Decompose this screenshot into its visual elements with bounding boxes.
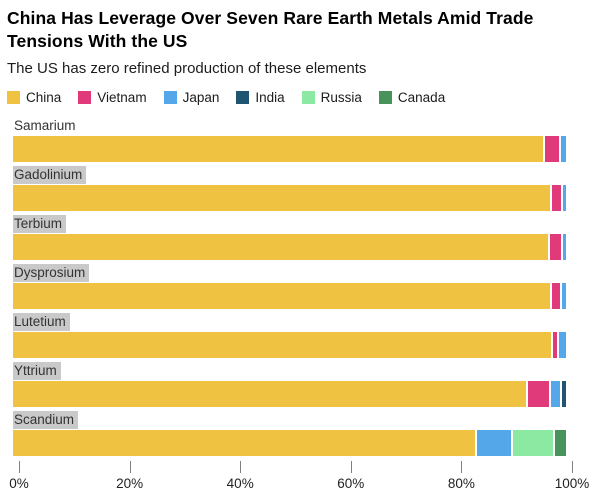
bar-segment-vietnam — [553, 332, 558, 359]
bar-segment-japan — [562, 283, 566, 310]
bar-segment-japan — [559, 332, 566, 359]
legend-item-russia: Russia — [301, 90, 362, 106]
bar-segment-vietnam — [550, 234, 562, 261]
chart-row: Dysprosium — [13, 264, 592, 310]
bar — [13, 332, 566, 359]
bar-segment-japan — [560, 136, 566, 163]
bar-segment-japan — [563, 185, 566, 212]
bar — [13, 283, 566, 310]
legend-label: Vietnam — [97, 90, 147, 106]
bar-label: Dysprosium — [13, 264, 90, 283]
bar — [13, 381, 566, 408]
x-tick-mark — [572, 461, 573, 474]
bar-segment-vietnam — [528, 381, 550, 408]
bar-segment-japan — [563, 234, 567, 261]
legend-item-china: China — [7, 90, 61, 105]
bar — [13, 136, 566, 163]
x-tick-mark — [19, 461, 20, 474]
bar — [13, 234, 567, 261]
bar-segment-vietnam — [544, 136, 559, 163]
legend-swatch-icon — [301, 91, 315, 105]
legend-swatch-icon — [163, 91, 177, 105]
bar-label: Terbium — [13, 215, 67, 234]
bar-segment-china — [13, 234, 549, 261]
legend-item-india: India — [236, 90, 285, 106]
page-title: China Has Leverage Over Seven Rare Earth… — [7, 8, 534, 52]
bar-label: Samarium — [14, 118, 76, 134]
x-tick-mark — [350, 461, 352, 474]
legend-swatch-icon — [378, 91, 392, 105]
legend-label: India — [255, 90, 285, 106]
legend-swatch-icon — [78, 91, 92, 105]
bar-segment-china — [13, 136, 543, 163]
x-tick-mark — [129, 461, 131, 474]
chart-row: Samarium — [13, 117, 592, 163]
chart-row: Gadolinium — [13, 166, 592, 212]
chart-row: Terbium — [13, 215, 592, 261]
x-axis: 0% 20% 40% 60% 80% 100% — [9, 460, 589, 494]
bar-label: Scandium — [13, 411, 79, 430]
bar-segment-china — [13, 185, 550, 212]
bar-label: Lutetium — [13, 313, 70, 332]
legend-label: China — [26, 90, 62, 106]
page-subtitle: The US has zero refined production of th… — [7, 60, 367, 78]
bar-segment-japan — [477, 430, 512, 457]
bar — [13, 430, 566, 457]
x-tick-label: 40% — [226, 476, 254, 492]
x-tick-mark — [461, 461, 463, 474]
legend-label: Canada — [397, 90, 446, 106]
chart: Samarium Gadolinium Terbium Dysprosium Lutet… — [9, 117, 592, 494]
chart-row: Scandium — [13, 411, 592, 457]
legend-label: Japan — [182, 90, 220, 106]
bar-segment-japan — [551, 381, 561, 408]
bar-label: Gadolinium — [13, 166, 87, 185]
x-tick-label: 0% — [9, 476, 29, 492]
bar-segment-china — [13, 283, 550, 310]
chart-rows: Samarium Gadolinium Terbium Dysprosium Lutet… — [13, 117, 592, 457]
legend-item-japan: Japan — [163, 90, 220, 106]
bar-segment-canada — [555, 430, 566, 457]
legend-item-vietnam: Vietnam — [78, 90, 147, 106]
bar — [13, 185, 566, 212]
x-tick-label: 100% — [554, 476, 590, 492]
chart-row: Yttrium — [13, 362, 592, 408]
x-tick-label: 80% — [447, 476, 475, 492]
chart-row: Lutetium — [13, 313, 592, 359]
legend: China Vietnam Japan India Russia Canada — [7, 90, 592, 105]
legend-item-canada: Canada — [378, 90, 446, 106]
bar-segment-china — [13, 381, 527, 408]
legend-label: Russia — [320, 90, 362, 106]
x-tick-label: 20% — [116, 476, 144, 492]
legend-swatch-icon — [236, 91, 250, 105]
x-tick-mark — [240, 461, 242, 474]
bar-segment-vietnam — [551, 185, 562, 212]
bar-segment-china — [13, 332, 552, 359]
bar-segment-vietnam — [551, 283, 561, 310]
bar-label: Yttrium — [13, 362, 61, 381]
legend-swatch-icon — [7, 91, 20, 105]
bar-segment-india — [562, 381, 566, 408]
bar-segment-russia — [513, 430, 554, 457]
bar-segment-china — [13, 430, 476, 457]
x-tick-label: 60% — [337, 476, 365, 492]
